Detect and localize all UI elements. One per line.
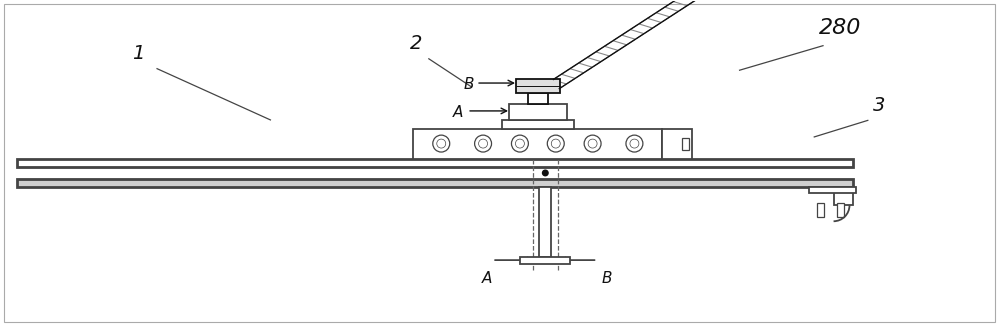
Bar [413, 129, 662, 159]
Bar [539, 188, 551, 257]
Bar [509, 104, 567, 120]
Bar [837, 203, 844, 217]
Circle shape [433, 135, 450, 152]
Circle shape [584, 135, 601, 152]
Circle shape [626, 135, 643, 152]
Text: 3: 3 [873, 96, 886, 115]
Circle shape [475, 135, 492, 152]
Bar [528, 93, 548, 104]
Circle shape [588, 139, 597, 148]
Text: B: B [463, 77, 474, 92]
Bar [809, 188, 856, 193]
Text: A: A [453, 106, 464, 121]
Text: 1: 1 [132, 45, 144, 63]
Text: B: B [602, 270, 612, 285]
Bar [17, 179, 853, 188]
Circle shape [551, 139, 560, 148]
Bar [520, 257, 570, 264]
Circle shape [543, 170, 548, 176]
Bar [516, 79, 560, 93]
Text: 2: 2 [410, 34, 423, 54]
Bar [817, 203, 824, 217]
Circle shape [479, 139, 488, 148]
Text: 280: 280 [819, 18, 861, 37]
Bar [834, 188, 853, 205]
Text: A: A [482, 270, 492, 285]
Bar [17, 167, 853, 179]
Circle shape [437, 139, 446, 148]
Circle shape [515, 139, 524, 148]
Bar [662, 129, 692, 159]
Circle shape [547, 135, 564, 152]
Bar [682, 137, 689, 150]
Circle shape [511, 135, 528, 152]
Circle shape [630, 139, 639, 148]
Bar [17, 159, 853, 167]
Bar [502, 120, 574, 129]
